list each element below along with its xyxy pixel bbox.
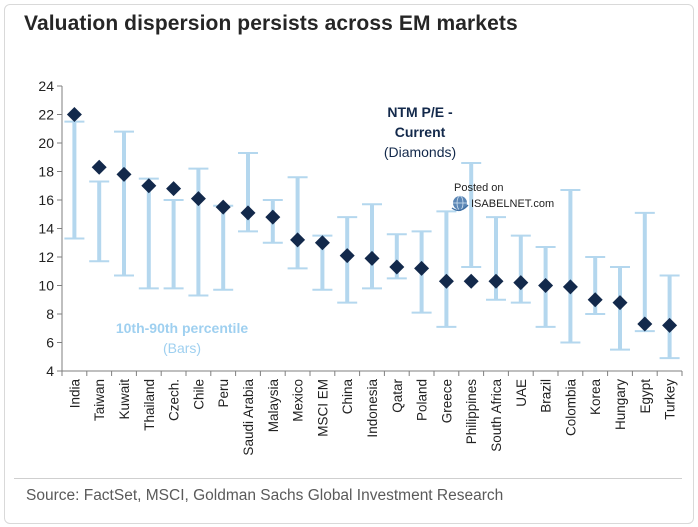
x-category-label: Chile: [191, 379, 206, 410]
x-category-label: Greece: [439, 379, 454, 423]
percentile-bar: [114, 130, 134, 277]
x-category-label: Peru: [216, 379, 231, 408]
annotation-current-title-1: NTM P/E -: [387, 104, 453, 120]
current-pe-diamond: [290, 232, 306, 248]
x-category-label: Czech.: [167, 379, 182, 421]
x-category-label: Egypt: [638, 379, 653, 414]
x-category-label: South Africa: [489, 379, 504, 452]
current-pe-diamond: [364, 250, 380, 266]
annotation-current-title-2: Current: [395, 124, 446, 140]
annotation-percentile-sub: (Bars): [163, 340, 201, 356]
percentile-bar: [213, 204, 234, 291]
y-tick-label: 22: [38, 107, 54, 123]
y-tick-label: 14: [38, 221, 54, 237]
current-pe-diamond: [513, 275, 529, 291]
y-tick-label: 4: [46, 363, 54, 379]
current-pe-diamond: [91, 159, 107, 175]
annotation-current-sub: (Diamonds): [384, 144, 456, 160]
current-pe-diamond: [166, 181, 182, 197]
current-pe-diamond: [587, 292, 603, 308]
percentile-bar: [64, 120, 85, 240]
percentile-bar: [510, 234, 531, 304]
percentile-bar: [659, 274, 680, 360]
y-tick-label: 20: [38, 135, 54, 151]
annotation-percentile-title: 10th-90th percentile: [116, 320, 248, 336]
watermark: Posted on ISABELNET.com: [451, 182, 554, 212]
x-category-label: Turkey: [663, 379, 678, 420]
x-category-label: China: [340, 379, 355, 415]
source-note: Source: FactSet, MSCI, Goldman Sachs Glo…: [26, 487, 504, 504]
current-pe-diamond: [265, 209, 281, 225]
current-pe-diamond: [463, 273, 479, 289]
current-pe-diamond: [538, 278, 554, 293]
current-pe-diamond: [215, 199, 231, 215]
y-tick-label: 16: [38, 192, 54, 208]
x-category-label: Thailand: [142, 379, 157, 431]
chart-title: Valuation dispersion persists across EM …: [24, 12, 518, 35]
y-tick-label: 6: [46, 335, 54, 351]
percentile-bar: [138, 177, 159, 290]
current-pe-diamond: [389, 259, 405, 275]
x-category-label: Malaysia: [266, 379, 281, 433]
percentile-bar: [436, 210, 457, 328]
x-category-label: Colombia: [563, 379, 578, 437]
percentile-bar: [362, 203, 382, 290]
current-pe-diamond: [562, 279, 578, 295]
current-pe-diamond: [314, 235, 330, 251]
percentile-bar: [89, 180, 110, 263]
current-pe-diamond: [637, 316, 653, 332]
x-category-label: Mexico: [291, 379, 306, 422]
x-category-label: Hungary: [613, 379, 628, 430]
current-pe-diamond: [66, 107, 82, 122]
current-pe-diamond: [488, 273, 504, 289]
x-category-label: Kuwait: [117, 379, 132, 420]
current-pe-diamond: [190, 191, 206, 207]
x-category-label: Indonesia: [365, 379, 380, 438]
x-category-label: Saudi Arabia: [241, 379, 256, 456]
current-pe-diamond: [116, 166, 132, 182]
x-category-label: MSCI EM: [315, 379, 330, 437]
x-category-label: Korea: [588, 379, 603, 416]
current-pe-diamond: [612, 295, 628, 311]
percentile-bar: [188, 167, 209, 297]
y-tick-label: 18: [38, 164, 54, 180]
y-tick-label: 8: [46, 306, 54, 322]
current-pe-diamond: [141, 178, 157, 194]
current-pe-diamond: [414, 260, 430, 276]
y-tick-label: 10: [38, 278, 54, 294]
percentile-bar: [287, 176, 308, 270]
watermark-line2: ISABELNET.com: [471, 198, 554, 210]
x-category-label: Philippines: [464, 379, 479, 445]
x-category-label: Poland: [415, 379, 430, 421]
current-pe-diamond: [240, 205, 256, 221]
globe-icon: [451, 195, 469, 212]
x-category-label: Qatar: [390, 378, 405, 412]
percentile-bar: [163, 199, 184, 290]
current-pe-diamond: [339, 248, 355, 264]
x-category-label: Taiwan: [92, 379, 107, 421]
current-pe-diamond: [438, 273, 454, 289]
percentile-bar: [634, 211, 655, 333]
watermark-line1: Posted on: [454, 182, 504, 194]
x-category-label: India: [67, 379, 82, 409]
percentile-bar: [560, 189, 581, 344]
current-pe-diamond: [662, 317, 678, 333]
footer-divider: [14, 478, 682, 479]
x-category-label: UAE: [514, 379, 529, 407]
y-tick-label: 24: [38, 78, 54, 94]
y-tick-label: 12: [38, 249, 54, 265]
x-category-label: Brazil: [539, 379, 554, 413]
percentile-bar: [461, 161, 482, 268]
